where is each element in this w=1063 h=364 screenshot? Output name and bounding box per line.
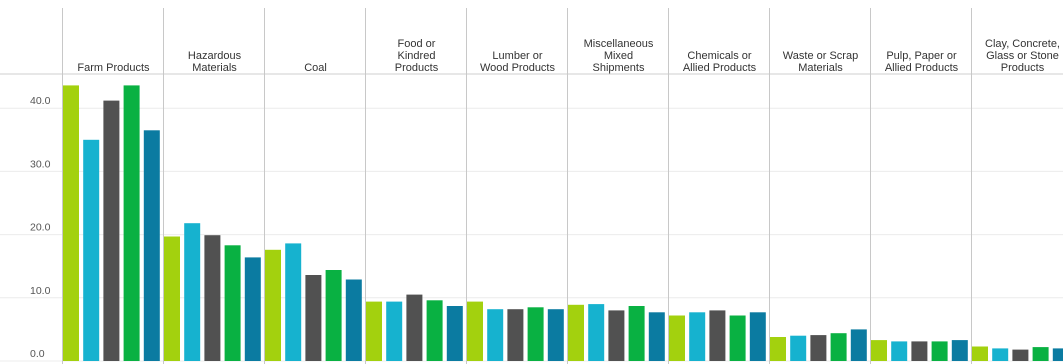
bar: [749, 312, 766, 361]
bar: [871, 340, 887, 361]
category-header-line: Shipments: [593, 62, 645, 74]
category-header-line: Wood Products: [480, 62, 556, 74]
bar: [810, 335, 827, 361]
y-tick-label: 20.0: [30, 222, 51, 234]
bar: [386, 301, 403, 361]
y-axis-ticks: 0.0 10.0 20.0 30.0 40.0: [30, 95, 51, 360]
bar: [103, 100, 120, 361]
bar: [709, 310, 726, 361]
bar: [830, 333, 847, 361]
category-separators: [62, 8, 972, 364]
category-header-line: Waste or Scrap: [783, 50, 858, 62]
category-header-line: Chemicals or: [687, 50, 752, 62]
bar: [467, 301, 483, 361]
category-header-line: Coal: [304, 62, 327, 74]
bar: [184, 223, 201, 361]
bar: [164, 236, 180, 361]
category-header-line: Products: [1001, 62, 1045, 74]
category-header-line: Kindred: [398, 50, 436, 62]
category-header-line: Materials: [192, 62, 237, 74]
bar: [426, 300, 443, 361]
bar: [487, 309, 504, 361]
bar: [285, 243, 302, 361]
bar: [608, 310, 625, 361]
bar: [143, 130, 160, 361]
category-header-line: Pulp, Paper or: [886, 50, 957, 62]
bar: [911, 341, 928, 361]
bar: [547, 309, 564, 361]
y-tick-label: 30.0: [30, 158, 51, 170]
category-header-line: Materials: [798, 62, 843, 74]
bar: [931, 341, 948, 361]
bar: [588, 304, 605, 361]
bar: [1032, 347, 1049, 361]
bar: [345, 279, 362, 361]
bar: [446, 306, 463, 361]
bar: [224, 245, 241, 361]
bar: [83, 139, 100, 361]
category-header-line: Clay, Concrete,: [985, 38, 1060, 50]
y-tick-label: 0.0: [30, 348, 45, 360]
bar: [63, 85, 79, 362]
category-header-line: Hazardous: [188, 50, 242, 62]
bar: [406, 294, 423, 361]
bar: [527, 307, 544, 361]
bar: [770, 337, 786, 361]
bar: [850, 329, 867, 361]
category-header-line: Miscellaneous: [584, 38, 654, 50]
y-tick-label: 40.0: [30, 95, 51, 107]
category-header-line: Food or: [398, 38, 436, 50]
category-header-line: Allied Products: [683, 62, 757, 74]
bar: [366, 301, 382, 361]
bar: [648, 312, 665, 361]
category-header-line: Farm Products: [77, 62, 150, 74]
bar: [992, 348, 1009, 361]
bar: [265, 249, 281, 361]
bar: [628, 306, 645, 361]
bar: [204, 235, 221, 361]
bar: [325, 270, 342, 361]
y-tick-label: 10.0: [30, 285, 51, 297]
bar: [305, 275, 322, 361]
bar: [1012, 349, 1029, 361]
category-header-line: Mixed: [604, 50, 633, 62]
bar: [729, 315, 746, 361]
bar: [972, 346, 988, 361]
bar: [669, 315, 685, 361]
bar: [790, 335, 807, 361]
bar: [123, 85, 140, 362]
bar: [891, 341, 908, 361]
category-header: Farm Products: [77, 62, 150, 74]
category-header-line: Allied Products: [885, 62, 959, 74]
bar: [244, 257, 261, 361]
bar: [1052, 348, 1063, 361]
category-header-line: Products: [395, 62, 439, 74]
bar: [568, 304, 584, 361]
bar: [507, 309, 524, 361]
bar: [689, 312, 706, 361]
category-header-line: Glass or Stone: [986, 50, 1059, 62]
bar: [951, 340, 968, 361]
category-header-line: Lumber or: [492, 50, 542, 62]
bars: [63, 85, 1063, 362]
category-header: Coal: [304, 62, 327, 74]
